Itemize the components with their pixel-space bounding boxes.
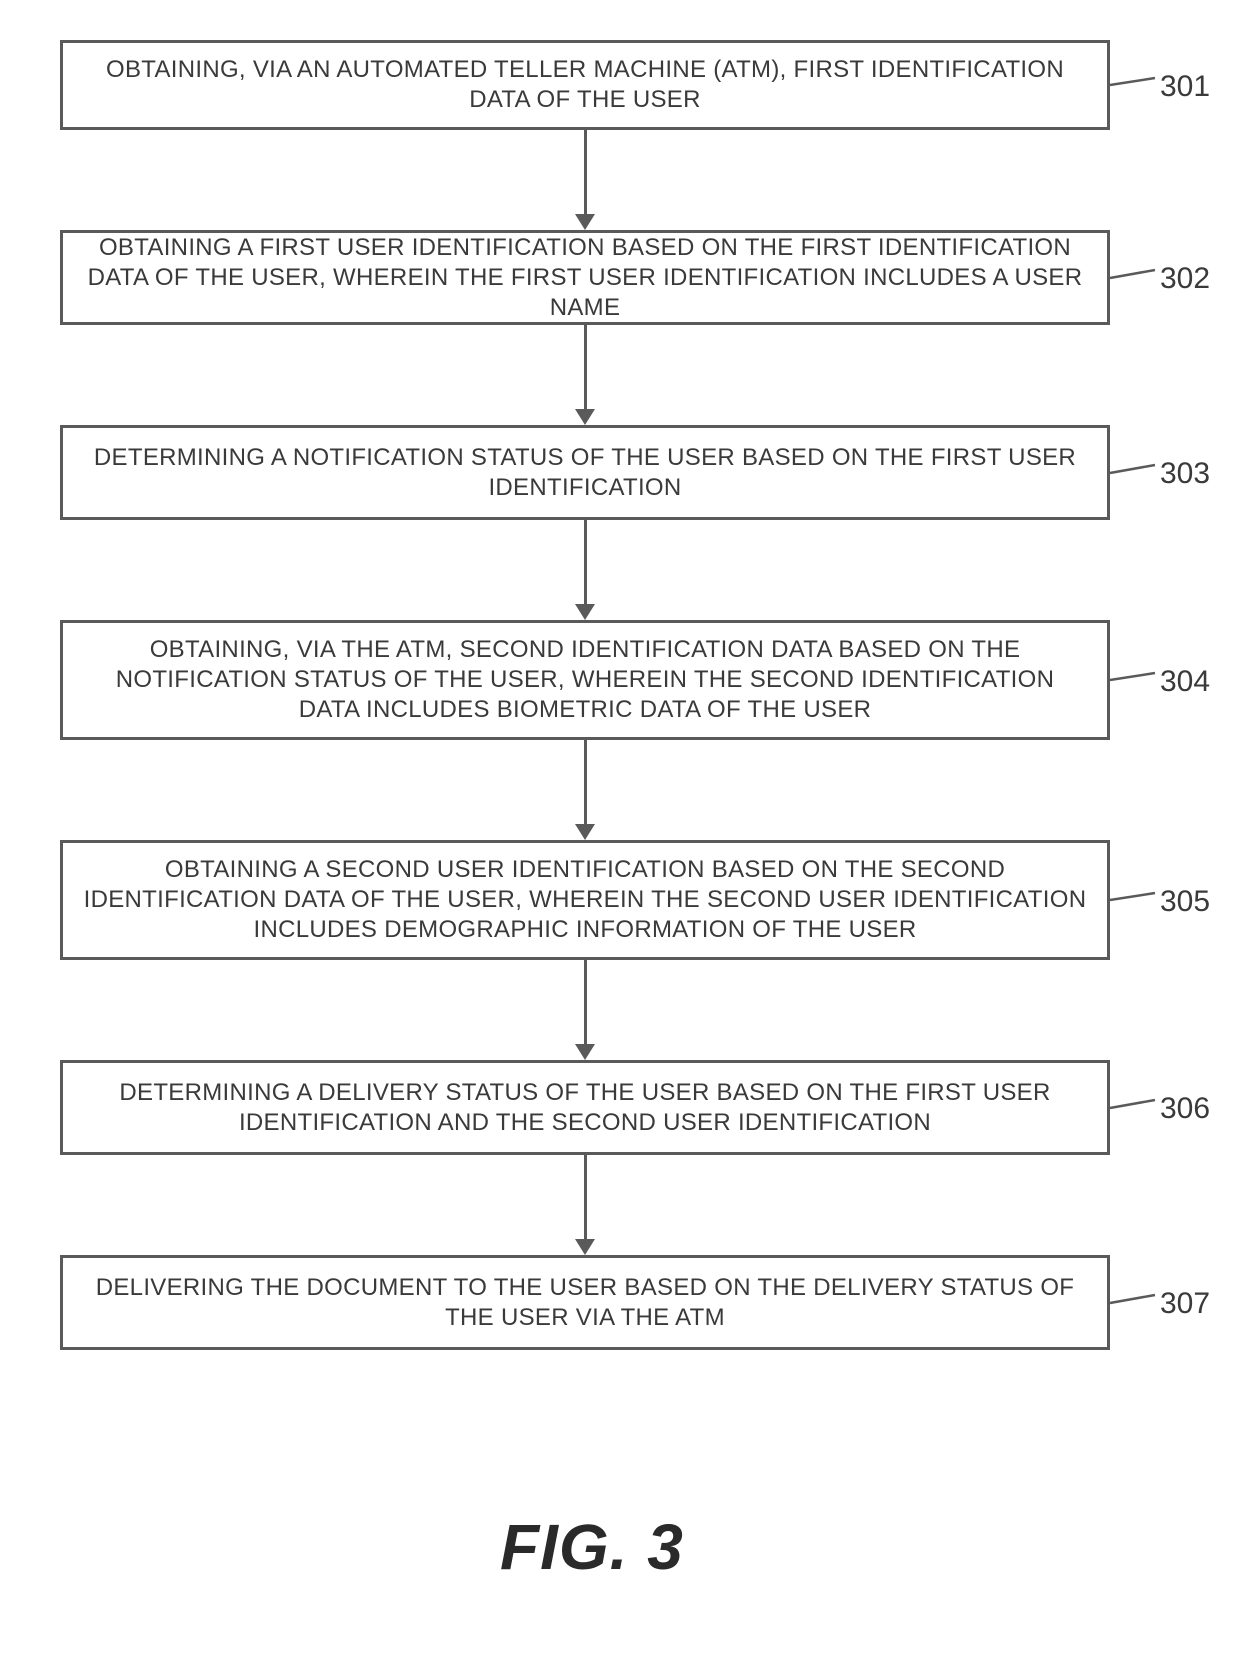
step-label-307: 307 (1160, 1287, 1210, 1321)
step-label-302: 302 (1160, 262, 1210, 296)
step-text: OBTAINING, VIA THE ATM, SECOND IDENTIFIC… (83, 635, 1087, 725)
flowchart-canvas: OBTAINING, VIA AN AUTOMATED TELLER MACHI… (0, 0, 1240, 1657)
step-box-305: OBTAINING A SECOND USER IDENTIFICATION B… (60, 840, 1110, 960)
step-box-301: OBTAINING, VIA AN AUTOMATED TELLER MACHI… (60, 40, 1110, 130)
step-box-304: OBTAINING, VIA THE ATM, SECOND IDENTIFIC… (60, 620, 1110, 740)
step-text: DETERMINING A NOTIFICATION STATUS OF THE… (83, 443, 1087, 503)
step-label-306: 306 (1160, 1092, 1210, 1126)
step-box-302: OBTAINING A FIRST USER IDENTIFICATION BA… (60, 230, 1110, 325)
step-text: DETERMINING A DELIVERY STATUS OF THE USE… (83, 1078, 1087, 1138)
step-label-301: 301 (1160, 70, 1210, 104)
arrow-305-306 (575, 960, 595, 1060)
step-label-304: 304 (1160, 665, 1210, 699)
step-box-306: DETERMINING A DELIVERY STATUS OF THE USE… (60, 1060, 1110, 1155)
step-text: DELIVERING THE DOCUMENT TO THE USER BASE… (83, 1273, 1087, 1333)
step-box-307: DELIVERING THE DOCUMENT TO THE USER BASE… (60, 1255, 1110, 1350)
step-label-305: 305 (1160, 885, 1210, 919)
step-label-303: 303 (1160, 457, 1210, 491)
arrow-304-305 (575, 740, 595, 840)
figure-caption: FIG. 3 (500, 1510, 684, 1584)
step-text: OBTAINING, VIA AN AUTOMATED TELLER MACHI… (83, 55, 1087, 115)
arrow-303-304 (575, 520, 595, 620)
arrow-301-302 (575, 130, 595, 230)
step-box-303: DETERMINING A NOTIFICATION STATUS OF THE… (60, 425, 1110, 520)
step-text: OBTAINING A FIRST USER IDENTIFICATION BA… (83, 233, 1087, 323)
arrow-302-303 (575, 325, 595, 425)
arrow-306-307 (575, 1155, 595, 1255)
step-text: OBTAINING A SECOND USER IDENTIFICATION B… (83, 855, 1087, 945)
